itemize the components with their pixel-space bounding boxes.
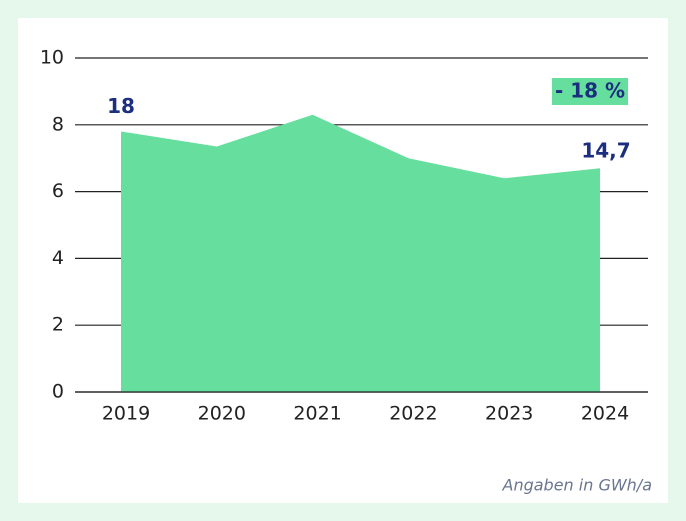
y-tick-label: 10	[40, 47, 64, 69]
x-tick-label: 2020	[198, 403, 246, 425]
x-tick-label: 2019	[102, 403, 150, 425]
y-tick-label: 2	[52, 314, 64, 336]
area	[121, 114, 600, 392]
x-tick-label: 2024	[581, 403, 629, 425]
y-tick-label: 4	[52, 247, 64, 269]
x-tick-label: 2023	[485, 403, 533, 425]
x-tick-label: 2021	[293, 403, 341, 425]
badge	[552, 78, 628, 105]
y-tick-label: 6	[52, 180, 64, 202]
annotation: 14,7	[581, 139, 630, 163]
y-tick-label: 0	[52, 381, 64, 403]
y-tick-label: 8	[52, 113, 64, 135]
footnote: Angaben in GWh/a	[502, 476, 653, 495]
x-tick-label: 2022	[389, 403, 437, 425]
annotation: 18	[107, 94, 135, 118]
annotation: - 18 %	[555, 79, 625, 103]
